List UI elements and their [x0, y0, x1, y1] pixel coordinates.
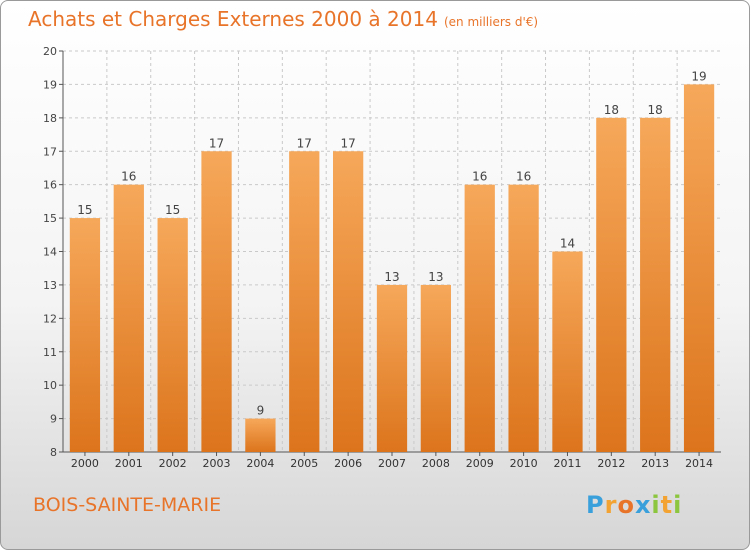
chart-unit: (en milliers d'€)	[443, 15, 539, 29]
bar	[245, 418, 276, 452]
y-tick-label: 18	[43, 112, 57, 125]
logo-letter: P	[586, 491, 605, 519]
logo-letter: x	[634, 491, 652, 519]
logo-letter: o	[617, 491, 635, 519]
data-label: 16	[516, 170, 531, 184]
x-tick-label: 2009	[466, 457, 494, 470]
tick-labels: 8 9 10 11 12 13 14 15 16 17 18 19 20 2000 2001 2002 2003…	[43, 45, 713, 470]
data-label: 17	[209, 136, 224, 150]
data-label: 19	[691, 69, 706, 83]
y-tick-label: 20	[43, 45, 57, 58]
x-tick-label: 2014	[685, 457, 713, 470]
bar	[376, 284, 408, 452]
x-tick-label: 2003	[203, 457, 231, 470]
y-tick-label: 19	[43, 78, 57, 91]
y-tick-label: 14	[43, 246, 57, 259]
bar	[69, 218, 101, 452]
chart-title-text: Achats et Charges Externes 2000 à 2014	[28, 7, 438, 31]
bar	[157, 218, 188, 452]
bar	[596, 117, 627, 452]
logo-letter: i	[673, 491, 683, 519]
data-label: 18	[604, 103, 619, 117]
data-labels: 15 16 15 17 9 17 17 13 13 16 16 14 18 18 19	[77, 69, 706, 417]
commune-name: BOIS-SAINTE-MARIE	[33, 494, 222, 516]
bar	[552, 251, 583, 452]
y-tick-label: 12	[43, 312, 57, 325]
x-tick-label: 2013	[641, 457, 669, 470]
x-tick-label: 2004	[246, 457, 274, 470]
y-tick-label: 17	[43, 145, 57, 158]
bar	[420, 284, 452, 452]
y-tick-label: 8	[50, 446, 57, 459]
proxiti-logo: Proxiti	[586, 491, 682, 519]
y-tick-label: 16	[43, 179, 57, 192]
x-tick-label: 2010	[510, 457, 538, 470]
bar	[508, 184, 539, 452]
chart-title: Achats et Charges Externes 2000 à 2014 (e…	[28, 7, 538, 31]
y-tick-label: 13	[43, 279, 57, 292]
data-label: 17	[297, 136, 312, 150]
data-label: 13	[384, 270, 399, 284]
x-tick-label: 2011	[553, 457, 581, 470]
data-label: 13	[428, 270, 443, 284]
logo-letter: i	[651, 491, 661, 519]
bar	[201, 151, 232, 452]
x-tick-label: 2005	[290, 457, 318, 470]
x-tick-label: 2007	[378, 457, 406, 470]
data-label: 14	[560, 237, 575, 251]
bar	[113, 184, 144, 452]
x-tick-label: 2001	[115, 457, 143, 470]
data-label: 15	[77, 203, 92, 217]
x-tick-label: 2008	[422, 457, 450, 470]
y-tick-label: 15	[43, 212, 57, 225]
bar	[683, 84, 715, 453]
data-label: 17	[340, 136, 355, 150]
data-label: 15	[165, 203, 180, 217]
data-label: 9	[257, 404, 265, 418]
bar	[640, 117, 671, 452]
y-tick-label: 10	[43, 379, 57, 392]
bar	[289, 151, 320, 452]
x-tick-label: 2006	[334, 457, 362, 470]
logo-letter: t	[660, 491, 674, 519]
bar	[464, 184, 495, 452]
x-tick-label: 2002	[159, 457, 187, 470]
x-tick-label: 2012	[597, 457, 625, 470]
logo-letter: r	[604, 491, 618, 519]
data-label: 16	[472, 170, 487, 184]
y-tick-label: 9	[50, 413, 57, 426]
data-label: 16	[121, 170, 136, 184]
bars	[69, 84, 715, 453]
x-tick-label: 2000	[71, 457, 99, 470]
bar	[332, 151, 364, 452]
y-tick-label: 11	[43, 346, 57, 359]
data-label: 18	[648, 103, 663, 117]
